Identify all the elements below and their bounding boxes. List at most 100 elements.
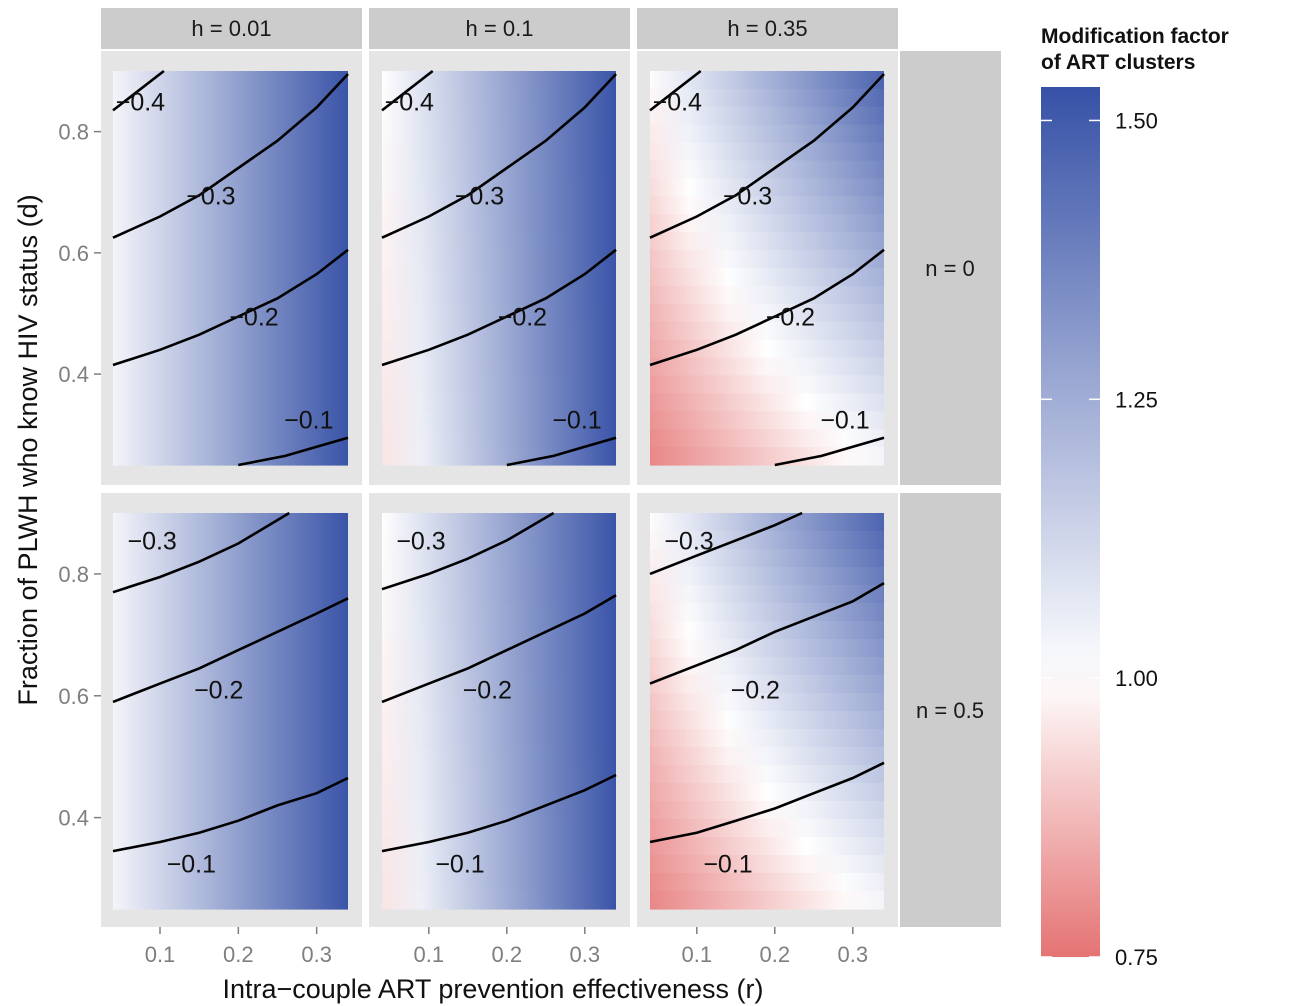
contour-label: −0.3	[186, 182, 235, 210]
heatmap-row	[113, 783, 348, 802]
heatmap-row	[650, 729, 884, 748]
heatmap-row	[382, 603, 616, 622]
heatmap-row	[113, 71, 348, 90]
heatmap-row	[650, 393, 884, 412]
heatmap-row	[113, 729, 348, 748]
heatmap-row	[382, 585, 616, 604]
heatmap-row	[382, 783, 616, 802]
heatmap-row	[382, 429, 616, 448]
contour-line	[112, 597, 349, 704]
heatmap-row	[113, 819, 348, 838]
heatmap-row	[650, 531, 884, 550]
heatmap-row	[382, 747, 616, 766]
heatmap-row	[113, 531, 348, 550]
contour-line	[112, 776, 349, 853]
contour-label: −0.3	[396, 527, 445, 555]
contour-line	[238, 436, 349, 467]
x-tick-label: 0.1	[414, 942, 445, 967]
heatmap-row	[113, 855, 348, 874]
contour-label: −0.4	[116, 88, 165, 116]
heatmap-row	[382, 303, 616, 323]
heatmap-row	[650, 160, 884, 180]
heatmap-row	[382, 513, 616, 532]
heatmap-row	[650, 621, 884, 640]
legend-tick-label: 0.75	[1115, 945, 1158, 970]
heatmap-row	[113, 693, 348, 712]
facet-panel-1-2: −0.3 −0.2 −0.1	[637, 493, 898, 927]
heatmap-row	[113, 178, 348, 197]
heatmap-row	[650, 585, 884, 604]
heatmap-row	[113, 585, 348, 604]
heatmap-row	[113, 142, 348, 162]
y-tick-label: 0.6	[58, 684, 89, 709]
contour-label: −0.2	[229, 303, 278, 331]
heatmap-row	[650, 411, 884, 430]
legend-tick-label: 1.00	[1115, 666, 1158, 691]
heatmap-row	[382, 232, 616, 251]
facet-panel-1-1: −0.3 −0.2 −0.1	[369, 493, 630, 927]
column-strip-2: h = 0.35	[637, 8, 898, 49]
heatmap-row	[113, 339, 348, 359]
legend-title-line: Modification factor	[1041, 25, 1229, 48]
heatmap-row	[650, 124, 884, 144]
heatmap-row	[650, 837, 884, 856]
strip-background	[900, 493, 1001, 927]
contour-label: −0.2	[463, 677, 512, 705]
contour-line	[112, 73, 349, 239]
heatmap-row	[650, 567, 884, 586]
axes: 0.4 0.6 0.8 0.4 0.6 0.8 0.1 0.2 0.3 0.1 0.2 0.3 0.1 0…	[58, 120, 868, 967]
heatmap-row	[650, 819, 884, 838]
facet-strips: h = 0.01 h = 0.1 h = 0.35 n = 0 n = 0.5	[101, 8, 1001, 927]
contour-line	[649, 69, 702, 112]
heatmap-row	[650, 657, 884, 676]
heatmap-row	[382, 837, 616, 856]
contour-label: −0.2	[766, 303, 815, 331]
heatmap-row	[650, 321, 884, 341]
heatmap-row	[650, 513, 884, 532]
heatmap-row	[113, 88, 348, 108]
contour-line	[506, 436, 617, 467]
heatmap-row	[650, 429, 884, 448]
heatmap-row	[382, 357, 616, 377]
y-axis-title: Fraction of PLWH who know HIV status (d)	[13, 194, 43, 705]
heatmap-row	[382, 447, 616, 466]
heatmap-row	[650, 747, 884, 766]
contour-line	[649, 581, 885, 685]
heatmap-row	[113, 303, 348, 323]
legend-tick-label: 1.50	[1115, 108, 1158, 133]
contour-label: −0.3	[127, 527, 176, 555]
panels-layer: −0.4 −0.3 −0.2 −0.1 −0.4 −0.3 −0.2 −0.1 −0.4 −0.3…	[101, 51, 898, 927]
contour-line	[774, 436, 885, 467]
heatmap-row	[650, 106, 884, 126]
contour-line	[649, 511, 803, 576]
heatmap-row	[113, 375, 348, 394]
heatmap-row	[382, 285, 616, 305]
heatmap-row	[650, 891, 884, 910]
heatmap-row	[650, 711, 884, 730]
heatmap-row	[382, 711, 616, 730]
facet-panel-0-1: −0.4 −0.3 −0.2 −0.1	[369, 51, 630, 485]
heatmap-row	[113, 621, 348, 640]
y-tick-label: 0.8	[58, 120, 89, 145]
heatmap-row	[382, 621, 616, 640]
heatmap-row	[113, 747, 348, 766]
heatmap-row	[113, 513, 348, 532]
contour-line	[112, 248, 349, 367]
heatmap-row	[382, 142, 616, 162]
facet-panel-0-0: −0.4 −0.3 −0.2 −0.1	[101, 51, 362, 485]
heatmap-row	[113, 214, 348, 233]
heatmap-row	[113, 357, 348, 377]
heatmap-row	[382, 531, 616, 550]
heatmap-row	[650, 855, 884, 874]
heatmap-row	[650, 375, 884, 394]
heatmap-row	[650, 232, 884, 251]
heatmap-row	[650, 603, 884, 622]
x-tick-label: 0.2	[492, 942, 523, 967]
heatmap-row	[113, 411, 348, 430]
heatmap-row	[113, 639, 348, 658]
contour-line	[649, 248, 885, 367]
heatmap-row	[113, 891, 348, 910]
heatmap-row	[382, 339, 616, 359]
heatmap-row	[113, 106, 348, 126]
heatmap-row	[113, 837, 348, 856]
